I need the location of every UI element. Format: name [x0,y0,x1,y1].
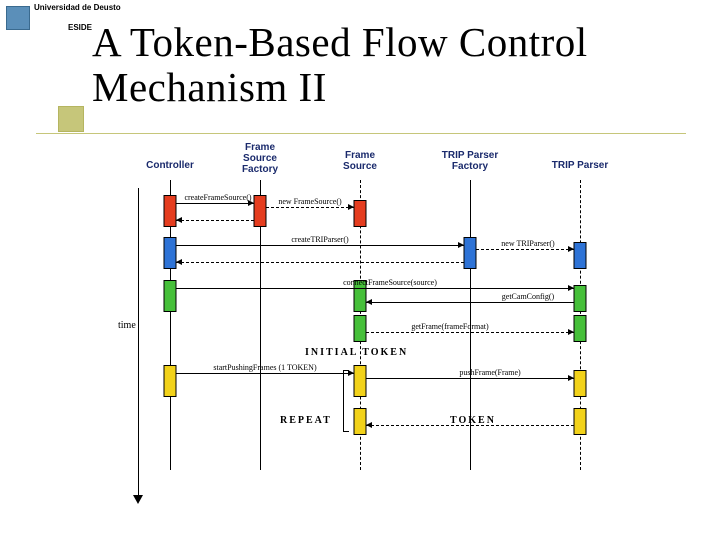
arrowhead-icon [348,204,354,210]
activation-box [574,408,587,435]
message-label: startPushingFrames (1 TOKEN) [213,363,316,372]
activation-box [254,195,267,227]
activation-box [164,195,177,227]
title-bullet-icon [58,106,84,132]
message-label: pushFrame(Frame) [459,368,520,377]
message-label: createTRIParser() [291,235,348,244]
arrowhead-icon [366,299,372,305]
message-label: connectFrameSource(source) [343,278,437,287]
message-arrow [366,302,574,303]
arrowhead-icon [458,242,464,248]
arrowhead-icon [176,217,182,223]
message-arrow [176,220,254,221]
message-arrow [366,378,574,379]
message-arrow [176,288,574,289]
participant-fs: Frame Source [343,150,377,172]
arrowhead-icon [176,259,182,265]
arrowhead-icon [568,375,574,381]
slide-title: A Token-Based Flow Control Mechanism II [92,20,588,110]
sequence-diagram: time ControllerFrame Source FactoryFrame… [130,140,680,520]
activation-box [164,280,177,312]
token-label: TOKEN [450,415,496,426]
arrowhead-icon [568,285,574,291]
dept-name: ESIDE [68,23,92,32]
message-label: createFrameSource() [184,193,251,202]
activation-box [354,200,367,227]
arrowhead-icon [568,329,574,335]
message-arrow [176,245,464,246]
message-label: getCamConfig() [502,292,554,301]
activation-box [354,315,367,342]
participant-tpf: TRIP Parser Factory [442,150,499,172]
repeat-brace-icon [343,370,349,432]
time-axis-label: time [118,320,136,331]
arrowhead-icon [366,422,372,428]
activation-box [574,315,587,342]
message-label: new FrameSource() [278,197,341,206]
message-arrow [176,373,354,374]
message-label: new TRIParser() [501,239,554,248]
activation-box [574,242,587,269]
time-axis-arrowhead-icon [133,495,143,504]
activation-box [464,237,477,269]
initial-token-label: INITIAL TOKEN [305,347,408,358]
arrowhead-icon [568,246,574,252]
university-name: Universidad de Deusto [34,3,121,12]
activation-box [574,285,587,312]
message-arrow [476,249,574,250]
message-arrow [176,262,464,263]
activation-box [354,408,367,435]
title-underline [36,133,686,136]
message-arrow [176,203,254,204]
participant-fsf: Frame Source Factory [242,142,278,175]
message-label: getFrame(frameFormat) [411,322,488,331]
time-axis-line [138,188,139,498]
repeat-label: REPEAT [280,415,332,426]
university-logo [6,6,30,30]
activation-box [164,365,177,397]
activation-box [164,237,177,269]
message-arrow [266,207,354,208]
participant-controller: Controller [146,160,194,171]
activation-box [574,370,587,397]
participant-tp: TRIP Parser [552,160,609,171]
message-arrow [366,332,574,333]
activation-box [354,365,367,397]
